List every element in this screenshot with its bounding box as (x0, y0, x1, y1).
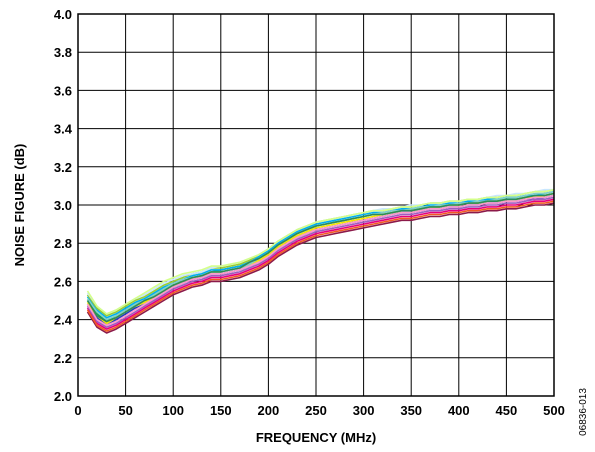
x-tick-label: 250 (305, 403, 327, 418)
figure-id: 06836-013 (578, 388, 589, 436)
y-tick-label: 3.6 (54, 83, 72, 98)
x-tick-label: 100 (162, 403, 184, 418)
x-axis-title: FREQUENCY (MHz) (256, 430, 376, 445)
y-tick-label: 3.8 (54, 45, 72, 60)
x-tick-label: 200 (258, 403, 280, 418)
y-tick-label: 2.6 (54, 274, 72, 289)
y-tick-label: 2.8 (54, 236, 72, 251)
series-line-10 (86, 200, 555, 332)
y-axis-title: NOISE FIGURE (dB) (12, 144, 27, 267)
y-tick-label: 2.2 (54, 351, 72, 366)
series-line-14 (86, 188, 555, 315)
x-tick-label: 500 (543, 403, 565, 418)
series-line-8 (86, 196, 555, 329)
series-line-12 (86, 194, 555, 327)
series-line-11 (86, 192, 555, 323)
y-tick-label: 3.0 (54, 198, 72, 213)
y-tick-label: 2.0 (54, 389, 72, 404)
x-tick-label: 150 (210, 403, 232, 418)
x-tick-label: 300 (353, 403, 375, 418)
plot-area-border (77, 13, 555, 397)
x-tick-label: 350 (400, 403, 422, 418)
y-tick-label: 4.0 (54, 7, 72, 22)
y-tick-label: 3.2 (54, 160, 72, 175)
x-tick-label: 50 (118, 403, 132, 418)
series-line-6 (86, 202, 555, 334)
y-tick-label: 3.4 (54, 122, 73, 137)
series-lines (86, 188, 555, 334)
x-tick-label: 0 (74, 403, 81, 418)
x-tick-labels: 0 50 100 150 200 250 300 350 400 450 500 (74, 403, 564, 418)
series-line-3 (86, 198, 555, 330)
x-tick-label: 450 (496, 403, 518, 418)
y-tick-labels: 2.0 2.2 2.4 2.6 2.8 3.0 3.2 3.4 3.6 3.8 4.0 (54, 7, 73, 404)
x-tick-label: 400 (448, 403, 470, 418)
y-tick-label: 2.4 (54, 313, 73, 328)
